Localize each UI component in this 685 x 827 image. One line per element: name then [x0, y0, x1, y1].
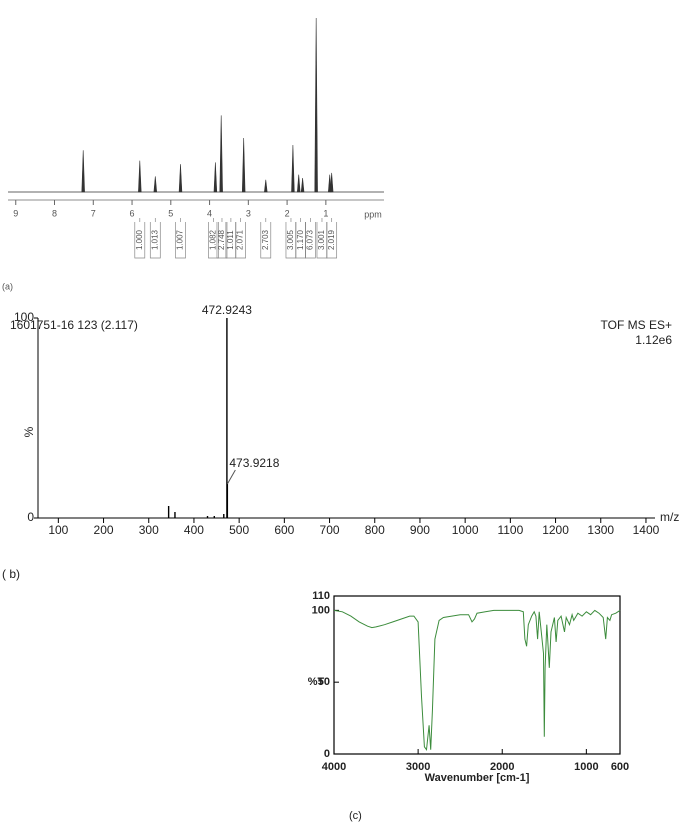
ir-panel: 0 50 100 110 4000 3000 2000 1000 600 %T Wavenumber… [308, 590, 629, 822]
peak [329, 172, 334, 193]
mass-panel: 1601751-16 123 (2.117) TOF MS ES+1.12e601… [2, 303, 679, 581]
spectrum-line [333, 609, 621, 752]
integral-label: 1.082 [209, 229, 218, 250]
x-tick-label: 6 [130, 208, 135, 218]
integral-label: 2.071 [236, 229, 245, 250]
x-tick-label: 400 [184, 523, 204, 537]
x-tick-label: 700 [320, 523, 340, 537]
x-tick-label: 8 [52, 208, 57, 218]
integral-bracket [134, 218, 146, 259]
peak-leader [226, 469, 236, 485]
peak-label: 473.9218 [229, 456, 279, 470]
peak [291, 145, 295, 193]
y-tick-label: 0 [27, 510, 34, 524]
integral-label: 2.019 [327, 229, 336, 250]
x-axis-label: ppm [364, 209, 382, 219]
peak [178, 164, 183, 193]
chart-title: 1601751-16 123 (2.117) [10, 318, 138, 332]
peak [153, 176, 158, 193]
peak [241, 138, 246, 193]
integral-label: 2.748 [217, 229, 226, 250]
x-tick-label: 7 [91, 208, 96, 218]
x-tick-label: 1100 [497, 523, 523, 537]
x-tick-label: 600 [611, 761, 629, 773]
x-tick-label: 500 [229, 523, 249, 537]
peak-label: 472.9243 [202, 303, 252, 317]
x-tick-label: 5 [168, 208, 173, 218]
panel-label: (a) [2, 281, 13, 291]
y-axis-label: % [22, 426, 36, 437]
peak [81, 150, 85, 193]
x-tick-label: 200 [94, 523, 114, 537]
integral-label: 1.011 [226, 230, 235, 250]
integral-label: 1.170 [296, 229, 305, 250]
peak [314, 17, 318, 193]
x-tick-label: 300 [139, 523, 159, 537]
y-tick-label: 50 [318, 676, 330, 688]
x-tick-label: 2000 [490, 761, 514, 773]
integral-label: 1.007 [176, 229, 185, 250]
panel-label: (c) [349, 810, 362, 822]
integral-label: 1.000 [135, 229, 144, 250]
integral-bracket [326, 218, 338, 259]
x-tick-label: 900 [410, 523, 430, 537]
x-tick-label: 600 [274, 523, 294, 537]
x-tick-label: 3000 [406, 761, 430, 773]
integral-bracket [175, 218, 186, 259]
integral-bracket [305, 218, 316, 259]
integral-bracket [149, 218, 161, 259]
panel-label: ( b) [2, 567, 20, 581]
integral-label: 3.005 [286, 229, 295, 250]
x-tick-label: 1300 [587, 523, 614, 537]
nmr-panel: 9 8 7 6 5 4 3 2 1 ppm 1.000 1.013 1.007 1.082 2.748 1.0… [2, 17, 384, 291]
integral-label: 2.703 [261, 229, 270, 250]
x-tick-label: 3 [246, 208, 251, 218]
x-axis-label: m/z [660, 510, 679, 524]
y-tick-label: 100 [312, 604, 330, 616]
peak [138, 160, 142, 193]
peak [296, 174, 301, 193]
integral-label: 6.073 [305, 229, 314, 250]
y-axis-label: %T [308, 676, 325, 688]
x-tick-label: 4000 [322, 761, 346, 773]
x-tick-label: 4 [207, 208, 212, 218]
x-tick-label: 9 [13, 208, 18, 218]
peak [264, 179, 268, 193]
integral-bracket [235, 218, 246, 259]
x-tick-label: 1 [323, 208, 328, 218]
instrument: TOF MS ES+ [601, 318, 672, 332]
scale: 1.12e6 [635, 333, 672, 347]
peak [213, 162, 218, 193]
y-tick-label: 110 [312, 590, 330, 602]
x-tick-label: 2 [285, 208, 290, 218]
y-tick-label: 0 [324, 748, 330, 760]
plot-frame [333, 595, 621, 755]
x-tick-label: 800 [365, 523, 385, 537]
integral-label: 1.013 [150, 229, 159, 250]
peak [219, 115, 223, 193]
x-tick-label: 1000 [574, 761, 598, 773]
x-tick-label: 1000 [452, 523, 479, 537]
x-tick-label: 1400 [633, 523, 660, 537]
x-tick-label: 100 [48, 523, 68, 537]
integral-bracket [260, 218, 272, 259]
integral-bracket [208, 218, 219, 259]
peak [300, 178, 305, 193]
y-tick-label: 100 [14, 310, 34, 324]
integral-label: 3.001 [317, 229, 326, 250]
integral-bracket [216, 218, 228, 259]
x-axis-label: Wavenumber [cm-1] [425, 772, 530, 784]
x-tick-label: 1200 [542, 523, 569, 537]
